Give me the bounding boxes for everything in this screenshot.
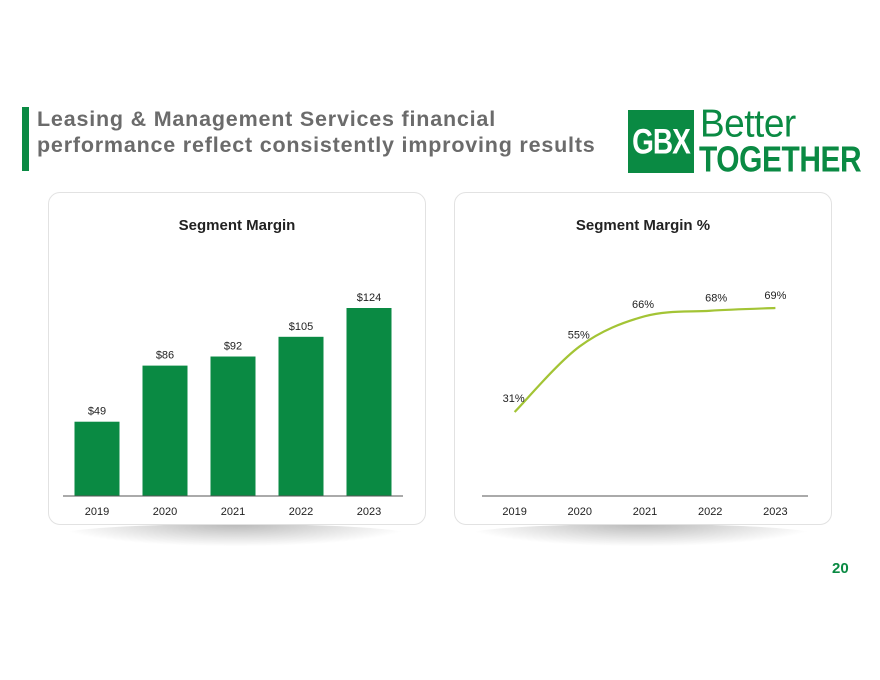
- title-accent-bar: [22, 107, 29, 171]
- line-point-2023: [774, 307, 777, 310]
- gbx-logo-text: GBX: [632, 121, 691, 161]
- x-tick-label-2020: 2020: [568, 506, 592, 518]
- line-point-2019: [513, 411, 516, 414]
- page-title-line-2: performance reflect consistently improvi…: [37, 133, 596, 157]
- bar-value-label-2019: $49: [88, 406, 106, 418]
- x-tick-label-2020: 2020: [153, 506, 177, 518]
- bar-2021: [210, 356, 256, 496]
- gbx-logo-box: GBX: [628, 110, 694, 173]
- page-number: 20: [832, 560, 849, 577]
- page-title-line-1: Leasing & Management Services financial: [37, 107, 496, 131]
- bar-2019: [74, 421, 120, 496]
- x-tick-label-2022: 2022: [698, 506, 722, 518]
- bar-value-label-2023: $124: [357, 292, 381, 304]
- x-tick-label-2021: 2021: [633, 506, 657, 518]
- logo-better-text: Better: [700, 101, 796, 145]
- x-tick-label-2021: 2021: [221, 506, 245, 518]
- segment-margin-pct-title: Segment Margin %: [575, 217, 711, 234]
- segment-margin-pct-card: Segment Margin % 31% 2019 55% 2020 66% 2021 68…: [454, 192, 832, 525]
- bar-2020: [142, 365, 188, 496]
- segment-margin-card: Segment Margin $49 2019 $86 2020 $92 2021 $105…: [48, 192, 426, 525]
- line-value-label-2023: 69%: [764, 290, 786, 302]
- x-tick-label-2022: 2022: [289, 506, 313, 518]
- line-value-label-2022: 68%: [705, 293, 727, 305]
- line-value-label-2021: 66%: [632, 299, 654, 311]
- segment-margin-bar-chart: $49 2019 $86 2020 $92 2021 $105 2022 $124 2023: [63, 292, 403, 518]
- card-shadow-right: [466, 524, 816, 546]
- bar-2023: [346, 308, 392, 496]
- x-tick-label-2019: 2019: [85, 506, 109, 518]
- bar-2022: [278, 336, 324, 496]
- line-point-2022: [709, 309, 712, 312]
- bar-value-label-2022: $105: [289, 321, 313, 333]
- x-tick-label-2023: 2023: [763, 506, 787, 518]
- x-tick-label-2019: 2019: [502, 506, 526, 518]
- line-point-2021: [644, 315, 647, 318]
- line-value-label-2020: 55%: [568, 329, 590, 341]
- segment-margin-title: Segment Margin: [178, 217, 296, 234]
- line-value-label-2019: 31%: [503, 393, 525, 405]
- margin-pct-series-line: [513, 306, 776, 413]
- page-title: Leasing & Management Services financial …: [37, 106, 627, 158]
- card-shadow-left: [60, 524, 410, 546]
- bar-value-label-2021: $92: [224, 341, 242, 353]
- bar-value-label-2020: $86: [156, 350, 174, 362]
- line-point-2020: [578, 345, 581, 348]
- x-tick-label-2023: 2023: [357, 506, 381, 518]
- segment-margin-pct-line-chart: 31% 2019 55% 2020 66% 2021 68% 2022 69% 2023: [482, 290, 808, 518]
- logo-together-text: TOGETHER: [699, 139, 862, 180]
